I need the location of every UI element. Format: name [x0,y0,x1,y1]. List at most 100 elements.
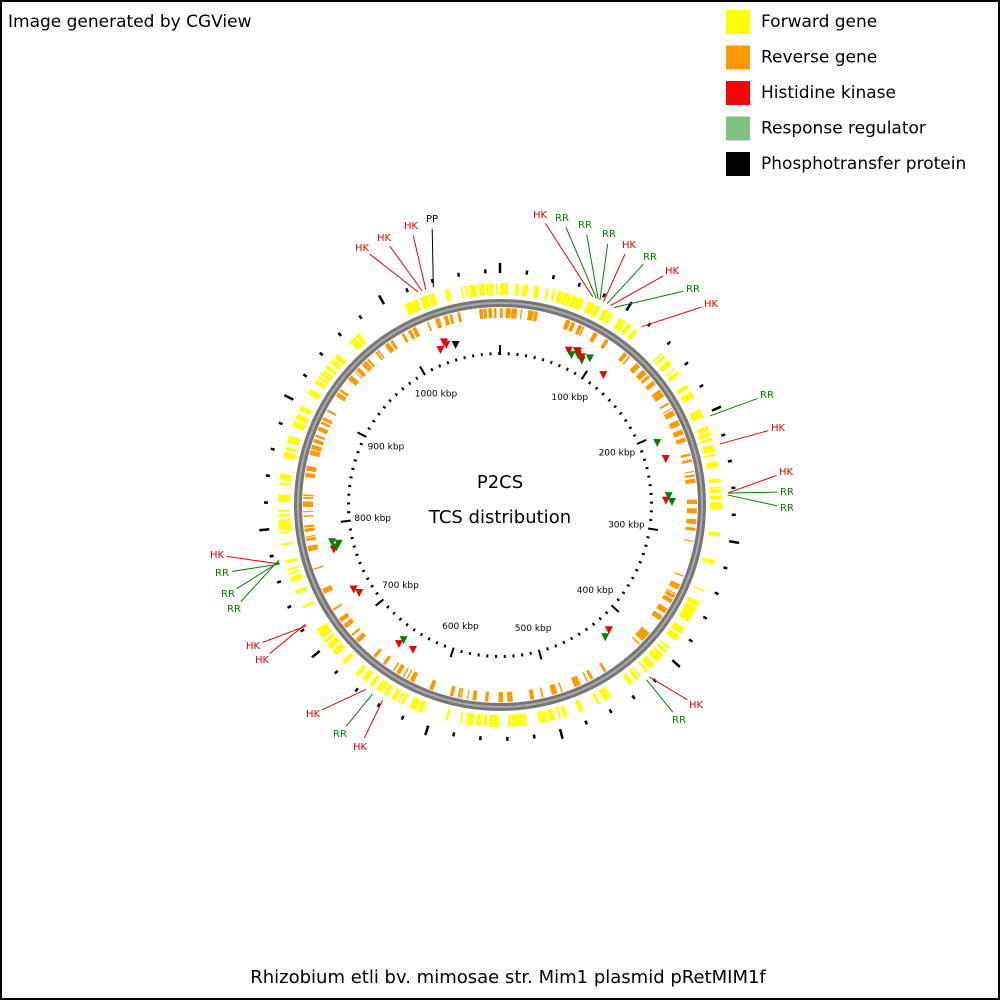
forward-gene [627,328,638,341]
reverse-gene [340,388,349,396]
callout-label: HK [306,709,321,720]
callout-line [226,555,280,565]
feature-marker [653,439,662,448]
outer-tick [358,314,363,320]
ruler-tick [412,628,416,632]
ruler-tick [546,647,549,651]
ruler-tick [607,398,612,402]
callout-line [606,264,644,305]
forward-gene [292,420,306,431]
callout-line [603,253,626,303]
ruler-tick [642,458,647,462]
forward-gene [561,292,572,307]
callout-line [610,275,664,307]
ruler-tick [639,449,644,453]
outer-tick [452,732,456,737]
reverse-gene [322,417,333,425]
forward-gene [445,708,451,721]
ruler-tick [353,459,357,462]
forward-gene [320,372,332,382]
ruler-tick [356,450,360,454]
ruler-tick [372,419,376,423]
reverse-gene [307,544,319,552]
forward-gene [700,437,713,444]
reverse-gene [664,590,676,599]
feature-marker [574,347,583,356]
reverse-gene [662,408,673,415]
callout-line [412,235,427,290]
callout-label: HK [210,550,225,561]
forward-gene [659,639,671,650]
forward-gene [665,367,676,377]
callout-line [646,679,674,713]
reverse-gene [617,352,628,363]
ruler-tick [621,591,626,595]
legend-swatch [726,116,750,141]
ruler-tick [454,358,458,362]
feature-marker [661,496,670,505]
forward-gene [409,696,421,711]
outer-tick [318,351,324,357]
forward-gene [583,301,595,316]
forward-gene [622,672,634,686]
ruler-tick [349,476,353,479]
callout-line [613,290,684,309]
reverse-gene [384,342,395,354]
reverse-gene [348,375,360,386]
reverse-gene [549,683,558,696]
forward-gene [331,358,343,368]
forward-gene [342,652,354,665]
legend-swatch [726,81,750,105]
ruler-label: 300 kbp [608,521,645,531]
callout-label: HK [353,742,368,753]
legend-label: Reverse gene [761,48,877,68]
reverse-gene [305,472,316,479]
reverse-gene [600,338,609,350]
forward-gene [349,337,363,351]
outer-tick [608,708,613,714]
callout-line [545,223,594,297]
reverse-gene [586,669,594,680]
ruler-tick [533,355,536,360]
outer-tick [584,720,589,725]
center-subtitle: TCS distribution [428,507,571,528]
callout-label: RR [555,213,569,224]
callout-label: HK [377,233,392,244]
reverse-gene [449,313,455,325]
reverse-gene [343,618,355,629]
reverse-gene [426,321,433,332]
reverse-gene [645,380,656,391]
ruler-tick [358,561,362,565]
reverse-gene [315,434,326,441]
forward-gene [574,699,584,713]
feature-marker [564,346,573,355]
ruler-tick [524,354,528,358]
reverse-gene [578,326,585,337]
forward-gene [329,360,341,371]
forward-gene [286,435,301,446]
reverse-gene [449,685,456,697]
forward-gene [411,299,422,313]
reverse-gene [317,426,329,435]
reverse-gene [653,392,665,402]
ruler-tick [359,442,364,446]
ruler-tick [401,386,405,391]
forward-gene [318,375,330,385]
ruler-tick [604,610,609,615]
forward-gene [322,369,334,379]
callout-label: RR [333,729,347,740]
forward-gene [641,655,655,669]
reverse-gene [629,362,641,374]
forward-gene [376,679,387,692]
legend-label: Histidine kinase [761,83,896,103]
callout-line [389,245,423,292]
ruler-tick [355,553,359,557]
legend-label: Response regulator [761,119,926,139]
forward-gene [283,451,297,461]
callout-line [236,561,280,590]
reverse-gene [382,655,392,666]
feature-marker [436,346,445,355]
ruler-tick [438,364,442,368]
reverse-gene [373,648,383,658]
